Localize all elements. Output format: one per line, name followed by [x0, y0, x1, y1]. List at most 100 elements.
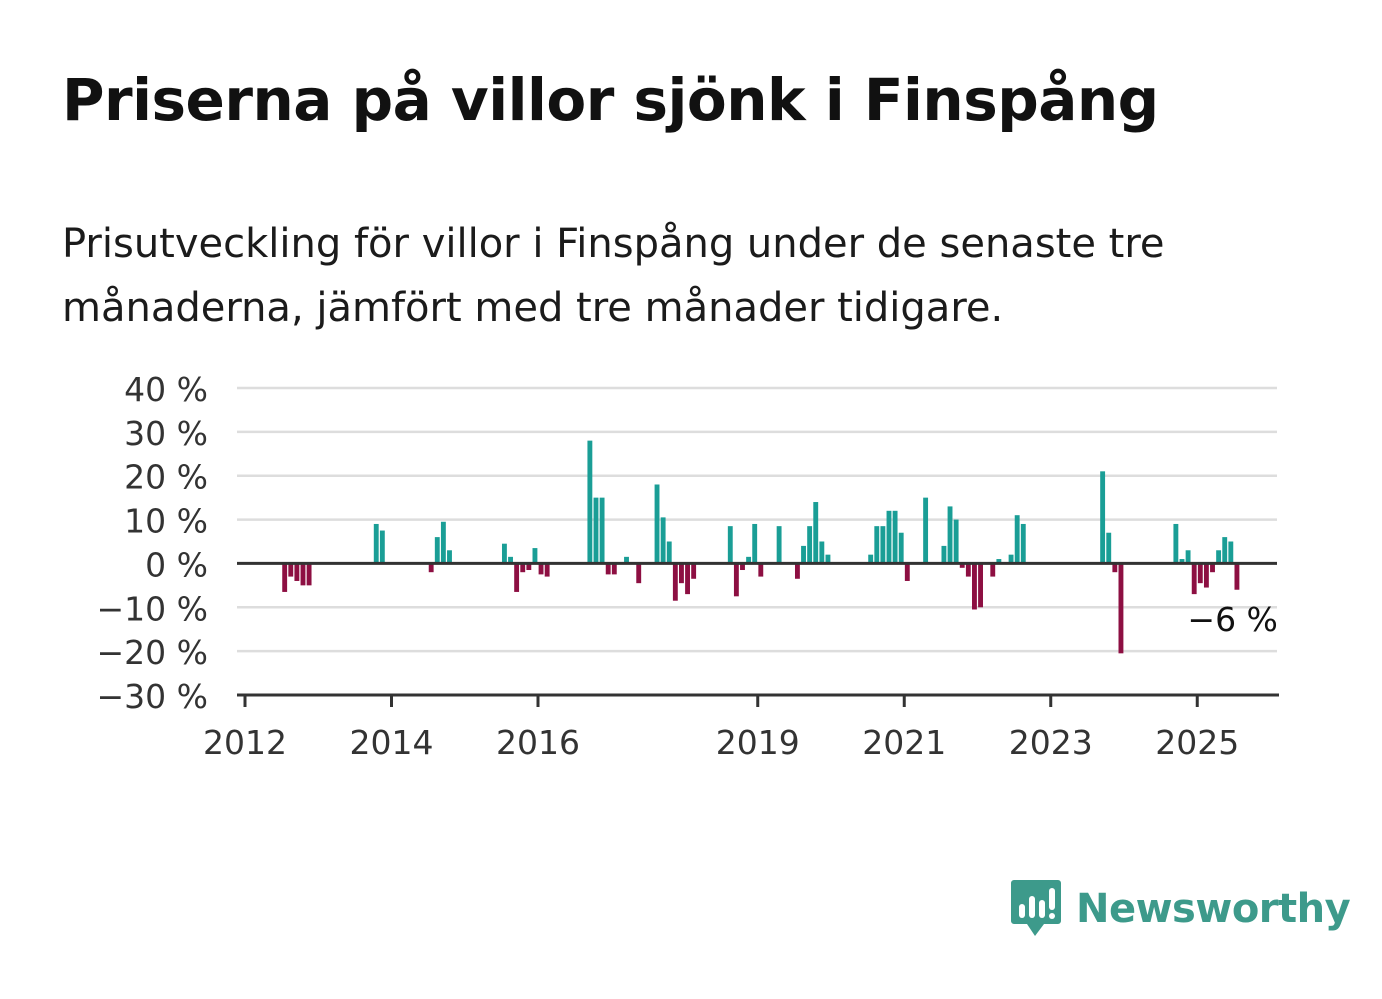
bar	[959, 563, 965, 568]
bar	[990, 563, 996, 577]
bar	[1197, 563, 1203, 584]
bar	[1106, 532, 1112, 564]
bar	[874, 526, 880, 564]
bar	[654, 484, 660, 564]
y-tick-label: −10 %	[97, 589, 209, 628]
bar	[776, 526, 782, 564]
bar	[1008, 554, 1014, 564]
chart-subtitle: Prisutveckling för villor i Finspång und…	[62, 221, 1165, 331]
bar	[892, 510, 898, 564]
bar	[532, 548, 538, 564]
bar	[727, 526, 733, 564]
x-tick-label: 2025	[1155, 723, 1239, 762]
bar	[941, 545, 947, 564]
y-tick-label: −30 %	[97, 677, 209, 716]
bar	[514, 563, 520, 592]
bar	[593, 497, 599, 564]
bar	[1203, 563, 1209, 588]
y-tick-label: −20 %	[97, 633, 209, 672]
bar	[294, 563, 300, 581]
bar	[794, 563, 800, 579]
bar	[666, 541, 672, 564]
bar	[440, 521, 446, 564]
bar	[752, 523, 758, 564]
bar	[605, 563, 611, 575]
x-tick-label: 2012	[203, 723, 287, 762]
bar	[624, 556, 629, 564]
bar	[740, 563, 745, 571]
bar	[508, 556, 513, 564]
bar	[807, 526, 813, 564]
bar	[379, 530, 385, 564]
bar	[636, 563, 642, 584]
bar	[611, 563, 617, 575]
y-tick-label: 30 %	[124, 414, 208, 453]
bar	[746, 556, 752, 564]
last-value-annotation: −6 %	[1187, 600, 1278, 639]
bar	[288, 563, 294, 577]
bar	[1210, 563, 1215, 573]
x-tick-label: 2014	[350, 723, 434, 762]
bar	[947, 506, 953, 564]
x-tick-label: 2021	[862, 723, 946, 762]
bar	[1185, 550, 1191, 564]
bar	[1014, 515, 1020, 564]
bar	[520, 563, 526, 573]
bar	[953, 519, 959, 564]
bar	[1173, 523, 1179, 564]
bar	[904, 563, 910, 581]
bar	[1222, 537, 1228, 564]
bar	[898, 532, 904, 564]
bar	[373, 523, 379, 564]
y-tick-label: 40 %	[124, 370, 208, 409]
bar	[1216, 550, 1222, 564]
y-tick-label: 20 %	[124, 458, 208, 497]
bar	[825, 554, 831, 564]
bar	[819, 541, 825, 564]
bar	[599, 497, 605, 564]
bar	[587, 440, 593, 564]
bar	[660, 517, 666, 564]
bar	[672, 563, 678, 601]
x-tick-label: 2016	[496, 723, 580, 762]
bar	[1179, 559, 1185, 564]
bar	[758, 563, 764, 577]
bar	[880, 526, 886, 564]
y-tick-label: 0 %	[145, 545, 208, 584]
x-tick-label: 2019	[716, 723, 800, 762]
bar	[978, 563, 983, 608]
bar	[733, 563, 739, 597]
chart-title: Priserna på villor sjönk i Finspång	[62, 66, 1159, 134]
brand-name: Newsworthy	[1076, 886, 1351, 932]
bar	[1020, 523, 1026, 564]
bar	[538, 563, 544, 575]
bar	[1234, 563, 1240, 590]
newsworthy-logo: Newsworthy	[1010, 878, 1351, 940]
bar	[282, 563, 288, 592]
bar	[691, 563, 697, 579]
bar	[1112, 563, 1118, 573]
bar	[501, 543, 507, 564]
bar	[868, 554, 874, 564]
bar	[447, 550, 452, 564]
bar	[965, 563, 971, 577]
bar	[544, 563, 550, 577]
bar	[886, 510, 892, 564]
bar	[679, 563, 684, 584]
x-tick-label: 2023	[1009, 723, 1093, 762]
bar-chart-speech-bubble-icon	[1011, 880, 1061, 936]
bar	[801, 545, 806, 564]
bar	[306, 563, 312, 586]
bar	[1118, 563, 1124, 654]
bar	[996, 559, 1002, 564]
bar	[923, 497, 929, 564]
bar	[972, 563, 977, 610]
bar	[526, 563, 532, 571]
bar	[813, 502, 819, 564]
y-tick-label: 10 %	[124, 502, 208, 541]
bar	[1100, 471, 1106, 564]
bar	[1191, 563, 1197, 595]
bar	[300, 563, 306, 586]
bar	[685, 563, 690, 595]
